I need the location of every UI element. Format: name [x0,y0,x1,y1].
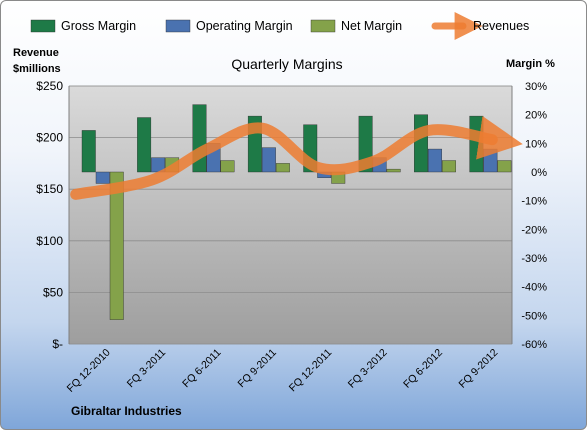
legend-swatch-gross-margin [30,19,56,33]
left-tick-label: $200 [36,131,63,145]
legend: Gross Margin Operating Margin Net Margin Re… [30,12,529,40]
bar-operating-margin [95,171,110,184]
legend-swatch-operating-margin [165,19,191,33]
x-tick-label: FQ 3-2012 [346,347,390,391]
right-tick-label: -40% [521,282,547,294]
legend-label-net-margin: Net Margin [341,19,402,33]
right-tick-label: 30% [525,81,547,93]
right-tick-label: 20% [525,110,547,122]
left-axis-label-line2: $millions [13,63,61,75]
x-tick-label: FQ 3-2011 [125,347,169,391]
legend-label-operating-margin: Operating Margin [196,19,293,33]
right-tick-label: -20% [521,224,547,236]
right-tick-label: 0% [531,167,547,179]
x-tick-label: FQ 12-2010 [65,347,113,395]
left-tick-label: $50 [43,285,63,299]
right-axis-ticks: -60% -50% -40% -30% -20% -10% 0% 10% 20% 30% [521,81,547,351]
left-tick-label: $- [52,337,63,351]
right-tick-label: -30% [521,253,547,265]
left-axis-label-line1: Revenue [13,47,59,59]
legend-label-gross-margin: Gross Margin [61,19,136,33]
bar-net-margin [386,168,401,173]
x-tick-label: FQ 12-2011 [287,347,335,395]
bar-operating-margin [428,148,442,173]
bar-gross-margin [414,114,428,173]
legend-label-revenues: Revenues [473,19,529,33]
bar-gross-margin [137,117,152,173]
right-axis-label: Margin % [506,58,555,70]
x-tick-label: FQ 6-2011 [180,347,224,391]
bar-net-margin [442,160,456,173]
legend-swatch-net-margin [310,19,336,33]
right-tick-label: -10% [521,196,547,208]
right-tick-label: 10% [525,138,547,150]
bar-gross-margin [469,115,484,173]
revenue-line [70,115,523,200]
bar-operating-margin [261,147,276,173]
right-tick-label: -50% [521,310,547,322]
company-name: Gibraltar Industries [71,404,182,418]
bar-gross-margin [81,130,96,173]
revenues-line [70,115,523,200]
right-tick-label: -60% [521,339,547,351]
bar-net-margin [220,160,235,173]
x-axis-labels: FQ 12-2010 FQ 3-2011 FQ 6-2011 FQ 9-2011 FQ … [65,347,501,395]
left-axis-ticks: $- $50 $100 $150 $200 $250 [36,79,63,351]
left-tick-label: $100 [36,234,63,248]
x-tick-label: FQ 9-2011 [236,347,280,391]
chart-title: Quarterly Margins [231,56,342,72]
bar-operating-margin [483,148,498,173]
left-tick-label: $250 [36,79,63,93]
x-tick-label: FQ 6-2012 [401,347,445,391]
bar-net-margin [275,163,290,173]
left-tick-label: $150 [36,182,63,196]
x-tick-label: FQ 9-2012 [456,347,500,391]
bar-net-margin [109,171,124,320]
bar-net-margin [497,160,512,173]
